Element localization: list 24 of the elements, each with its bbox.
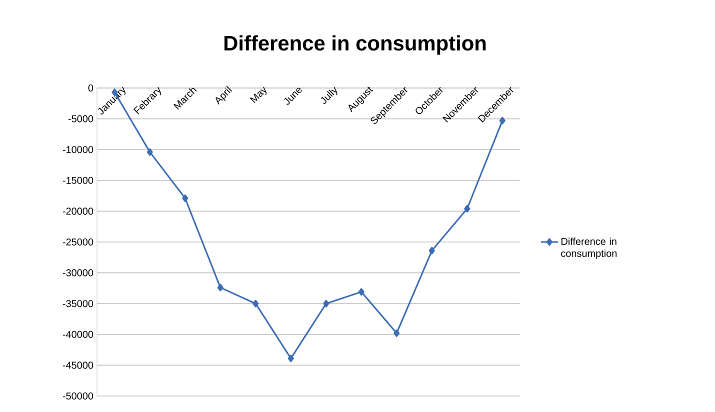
y-tick-label: -40000 [62, 330, 94, 338]
point [358, 288, 364, 296]
y-tick-label: 0 [88, 84, 94, 92]
point [182, 194, 188, 202]
y-tick-label: -15000 [62, 176, 94, 184]
point [146, 148, 153, 156]
point [394, 329, 400, 337]
legend-label: Difference in consumption [561, 238, 617, 259]
chart-title: Difference in consumption [224, 35, 486, 55]
y-tick-label: -25000 [62, 238, 94, 246]
point [217, 284, 224, 292]
point [464, 204, 470, 213]
point [288, 354, 294, 362]
point [323, 300, 330, 308]
y-tick-label: -10000 [62, 146, 94, 154]
point [428, 246, 435, 254]
y-tick-label: -5000 [68, 115, 94, 122]
x-tick-label: May [250, 86, 267, 104]
y-tick-label: -20000 [62, 208, 94, 215]
y-tick-label: -45000 [62, 362, 94, 369]
y-tick-label: -35000 [62, 300, 94, 308]
y-tick-label: -50000 [62, 392, 94, 400]
y-tick-label: -30000 [62, 269, 94, 276]
point [252, 300, 259, 308]
